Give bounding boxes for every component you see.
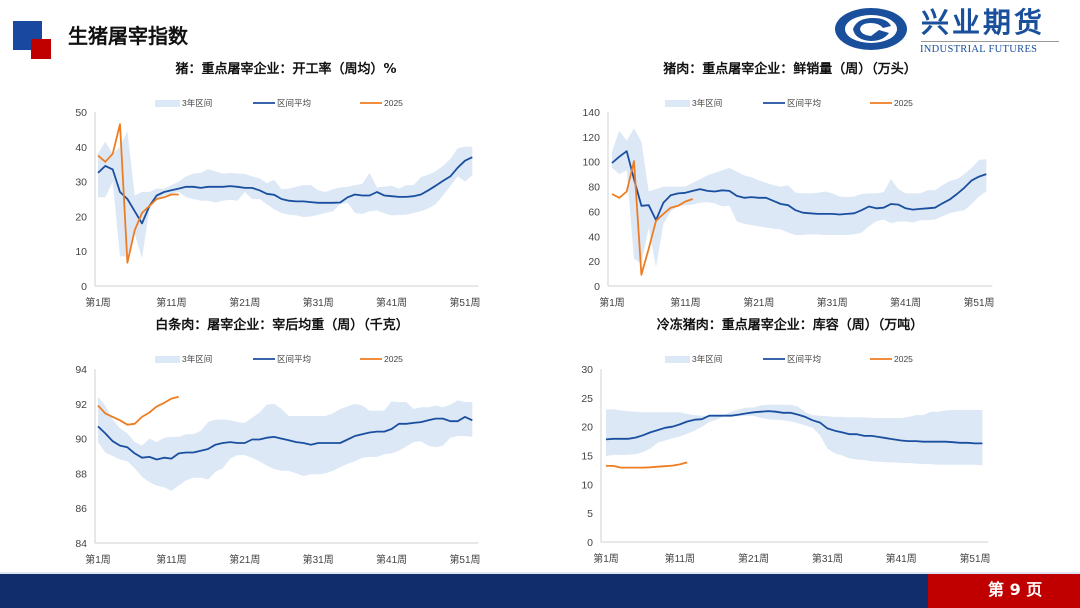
chart-title-1: 猪：重点屠宰企业：开工率（周均）% [175, 62, 397, 77]
x-tick-label: 第31周 [817, 296, 848, 309]
y-tick-label: 0 [594, 281, 600, 293]
line-2025 [97, 395, 179, 426]
average-line [611, 150, 987, 221]
legend-band-label: 3年区间 [182, 98, 212, 108]
y-tick-label: 90 [75, 434, 87, 446]
legend-band-label: 3年区间 [182, 354, 212, 364]
y-tick-label: 50 [75, 107, 87, 119]
x-tick-label: 第41周 [890, 296, 921, 309]
x-tick-label: 第1周 [599, 296, 625, 309]
x-tick-label: 第11周 [670, 296, 700, 309]
x-tick-label: 第41周 [886, 552, 917, 565]
logo-text-cn: 兴业期货 [921, 6, 1046, 39]
y-tick-label: 5 [587, 508, 593, 520]
x-tick-label: 第21周 [229, 553, 260, 566]
range-band-area [98, 131, 473, 259]
y-tick-label: 140 [582, 107, 600, 119]
y-tick-label: 30 [75, 177, 87, 189]
footer-divider [0, 572, 1080, 574]
page-number: 第 9 页 [988, 580, 1043, 599]
line-2025 [606, 461, 688, 469]
legend-avg-label: 区间平均 [787, 354, 821, 364]
y-tick-label: 0 [81, 281, 87, 293]
legend-avg-label: 区间平均 [277, 98, 311, 108]
x-tick-label: 第11周 [665, 552, 695, 565]
y-tick-label: 88 [75, 468, 87, 480]
y-tick-label: 20 [588, 256, 600, 268]
x-tick-label: 第51周 [449, 296, 480, 309]
legend-band-swatch [155, 356, 180, 363]
chart-title-3: 白条肉：屠宰企业：宰后均重（周）（千克） [155, 318, 409, 333]
logo-divider [921, 41, 1059, 42]
legend-2025-label: 2025 [384, 98, 403, 108]
y-tick-label: 100 [582, 157, 600, 169]
x-tick-label: 第11周 [156, 296, 186, 309]
logo-text-en: INDUSTRIAL FUTURES [920, 44, 1038, 55]
line-2025 [611, 160, 693, 276]
x-tick-label: 第41周 [376, 296, 407, 309]
y-tick-label: 0 [587, 537, 593, 549]
legend-2025-label: 2025 [384, 354, 403, 364]
chart-carcass-weight: 84 86 88 90 92 94 第1周 第11周 第21周 第31周 第41周 第51周 3年区间 区… [75, 354, 480, 566]
company-logo: 兴业期货 INDUSTRIAL FUTURES [833, 6, 1068, 58]
average-line [605, 410, 983, 445]
y-tick-label: 20 [75, 211, 87, 223]
x-tick-label: 第21周 [229, 296, 260, 309]
x-tick-label: 第31周 [303, 296, 334, 309]
y-tick-label: 30 [581, 364, 593, 376]
y-tick-label: 40 [588, 231, 600, 243]
x-tick-label: 第51周 [959, 552, 990, 565]
y-tick-label: 10 [75, 246, 87, 258]
y-tick-label: 40 [75, 142, 87, 154]
chart-frozen-storage: 051015202530第1周 第11周 第21周 第31周 第41周 第51周3年区间区… [581, 354, 990, 565]
y-tick-label: 92 [75, 399, 87, 411]
logo-emblem-icon [835, 8, 907, 50]
y-tick-label: 60 [588, 206, 600, 218]
chart-operating-rate: 0 10 20 30 40 50 第1周 第11周 第21周 第31周 第41周 第51周 3年区间 区间… [75, 98, 480, 309]
legend-band-swatch [665, 356, 690, 363]
footer-bar [0, 574, 1080, 608]
y-tick-label: 120 [582, 132, 600, 144]
legend-band-swatch [155, 100, 180, 107]
y-tick-label: 25 [581, 393, 593, 405]
legend-2025-label: 2025 [894, 354, 913, 364]
x-tick-label: 第51周 [963, 296, 994, 309]
legend-band-label: 3年区间 [692, 98, 722, 108]
x-tick-label: 第1周 [593, 552, 619, 565]
title-decoration-red [31, 39, 51, 59]
range-band-area [612, 128, 987, 268]
x-tick-label: 第41周 [376, 553, 407, 566]
y-tick-label: 84 [75, 538, 87, 550]
y-tick-label: 86 [75, 503, 87, 515]
legend-2025-label: 2025 [894, 98, 913, 108]
x-tick-label: 第51周 [449, 553, 480, 566]
page-title: 生猪屠宰指数 [68, 24, 188, 48]
y-tick-label: 94 [75, 364, 87, 376]
chart-title-2: 猪肉：重点屠宰企业：鲜销量（周）（万头） [663, 62, 917, 77]
x-tick-label: 第21周 [743, 296, 774, 309]
x-tick-label: 第31周 [812, 552, 843, 565]
x-tick-label: 第1周 [85, 296, 111, 309]
range-band-area [98, 396, 473, 491]
legend-band-swatch [665, 100, 690, 107]
average-line [97, 156, 473, 225]
x-tick-label: 第21周 [738, 552, 769, 565]
chart-fresh-sales: 0 20 40 60 80 100 120 140 第1周 第11周 第21周 第31周 第41周 第51… [582, 98, 994, 309]
x-tick-label: 第31周 [303, 553, 334, 566]
chart-title-4: 冷冻猪肉：重点屠宰企业：库容（周）（万吨） [656, 318, 924, 333]
legend-avg-label: 区间平均 [787, 98, 821, 108]
line-2025 [97, 123, 179, 264]
x-tick-label: 第11周 [156, 553, 186, 566]
y-tick-label: 15 [581, 451, 593, 463]
legend-avg-label: 区间平均 [277, 354, 311, 364]
average-line [97, 416, 473, 461]
footer-page-box [928, 574, 1080, 608]
y-tick-label: 20 [581, 422, 593, 434]
x-tick-label: 第1周 [85, 553, 111, 566]
y-tick-label: 80 [588, 182, 600, 194]
legend-band-label: 3年区间 [692, 354, 722, 364]
y-tick-label: 10 [581, 479, 593, 491]
